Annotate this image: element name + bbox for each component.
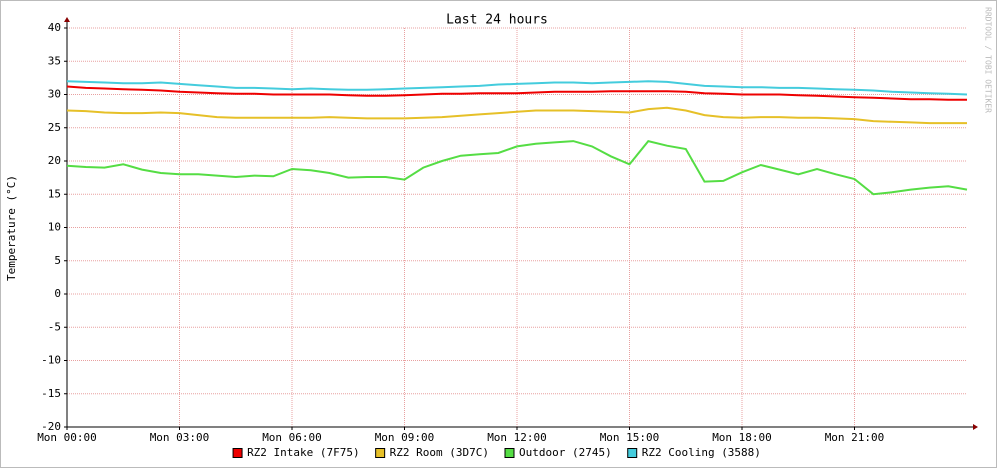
y-tick-label: 40 [48, 21, 61, 34]
x-tick-label: Mon 09:00 [375, 431, 435, 444]
y-tick-label: 0 [54, 287, 61, 300]
legend-swatch [504, 448, 515, 458]
data-line [66, 80, 968, 96]
y-axis-label: Temperature (°C) [5, 175, 18, 281]
y-tick-label: -20 [41, 420, 61, 433]
legend-label: Outdoor (2745) [519, 446, 612, 459]
y-tick-label: -5 [48, 320, 61, 333]
x-tick-label: Mon 00:00 [37, 431, 97, 444]
x-tick-label: Mon 06:00 [262, 431, 322, 444]
axis-arrow [64, 17, 70, 22]
watermark: RRDTOOL / TOBI OETIKER [984, 7, 993, 113]
y-tick-label: -10 [41, 354, 61, 367]
data-line [66, 139, 968, 196]
legend-swatch [232, 448, 243, 458]
data-line [66, 106, 967, 125]
x-tick-label: Mon 03:00 [150, 431, 210, 444]
x-tick-label: Mon 21:00 [825, 431, 885, 444]
x-tick-label: Mon 15:00 [600, 431, 660, 444]
y-tick-label: 20 [48, 154, 61, 167]
y-tick-label: 25 [48, 121, 61, 134]
legend-swatch [627, 448, 638, 458]
axis-arrow [973, 424, 978, 430]
y-tick-label: 30 [48, 88, 61, 101]
y-tick-label: 35 [48, 54, 61, 67]
x-tick-label: Mon 18:00 [712, 431, 772, 444]
data-line [66, 85, 967, 101]
y-tick-label: -15 [41, 387, 61, 400]
x-tick-label: Mon 12:00 [487, 431, 547, 444]
legend-label: RZ2 Intake (7F75) [247, 446, 360, 459]
y-tick-label: 5 [54, 254, 61, 267]
legend-label: RZ2 Cooling (3588) [642, 446, 761, 459]
chart-title: Last 24 hours [446, 13, 548, 28]
legend-label: RZ2 Room (3D7C) [390, 446, 489, 459]
y-tick-label: 10 [48, 221, 61, 234]
y-tick-label: 15 [48, 187, 61, 200]
legend-swatch [375, 448, 386, 458]
